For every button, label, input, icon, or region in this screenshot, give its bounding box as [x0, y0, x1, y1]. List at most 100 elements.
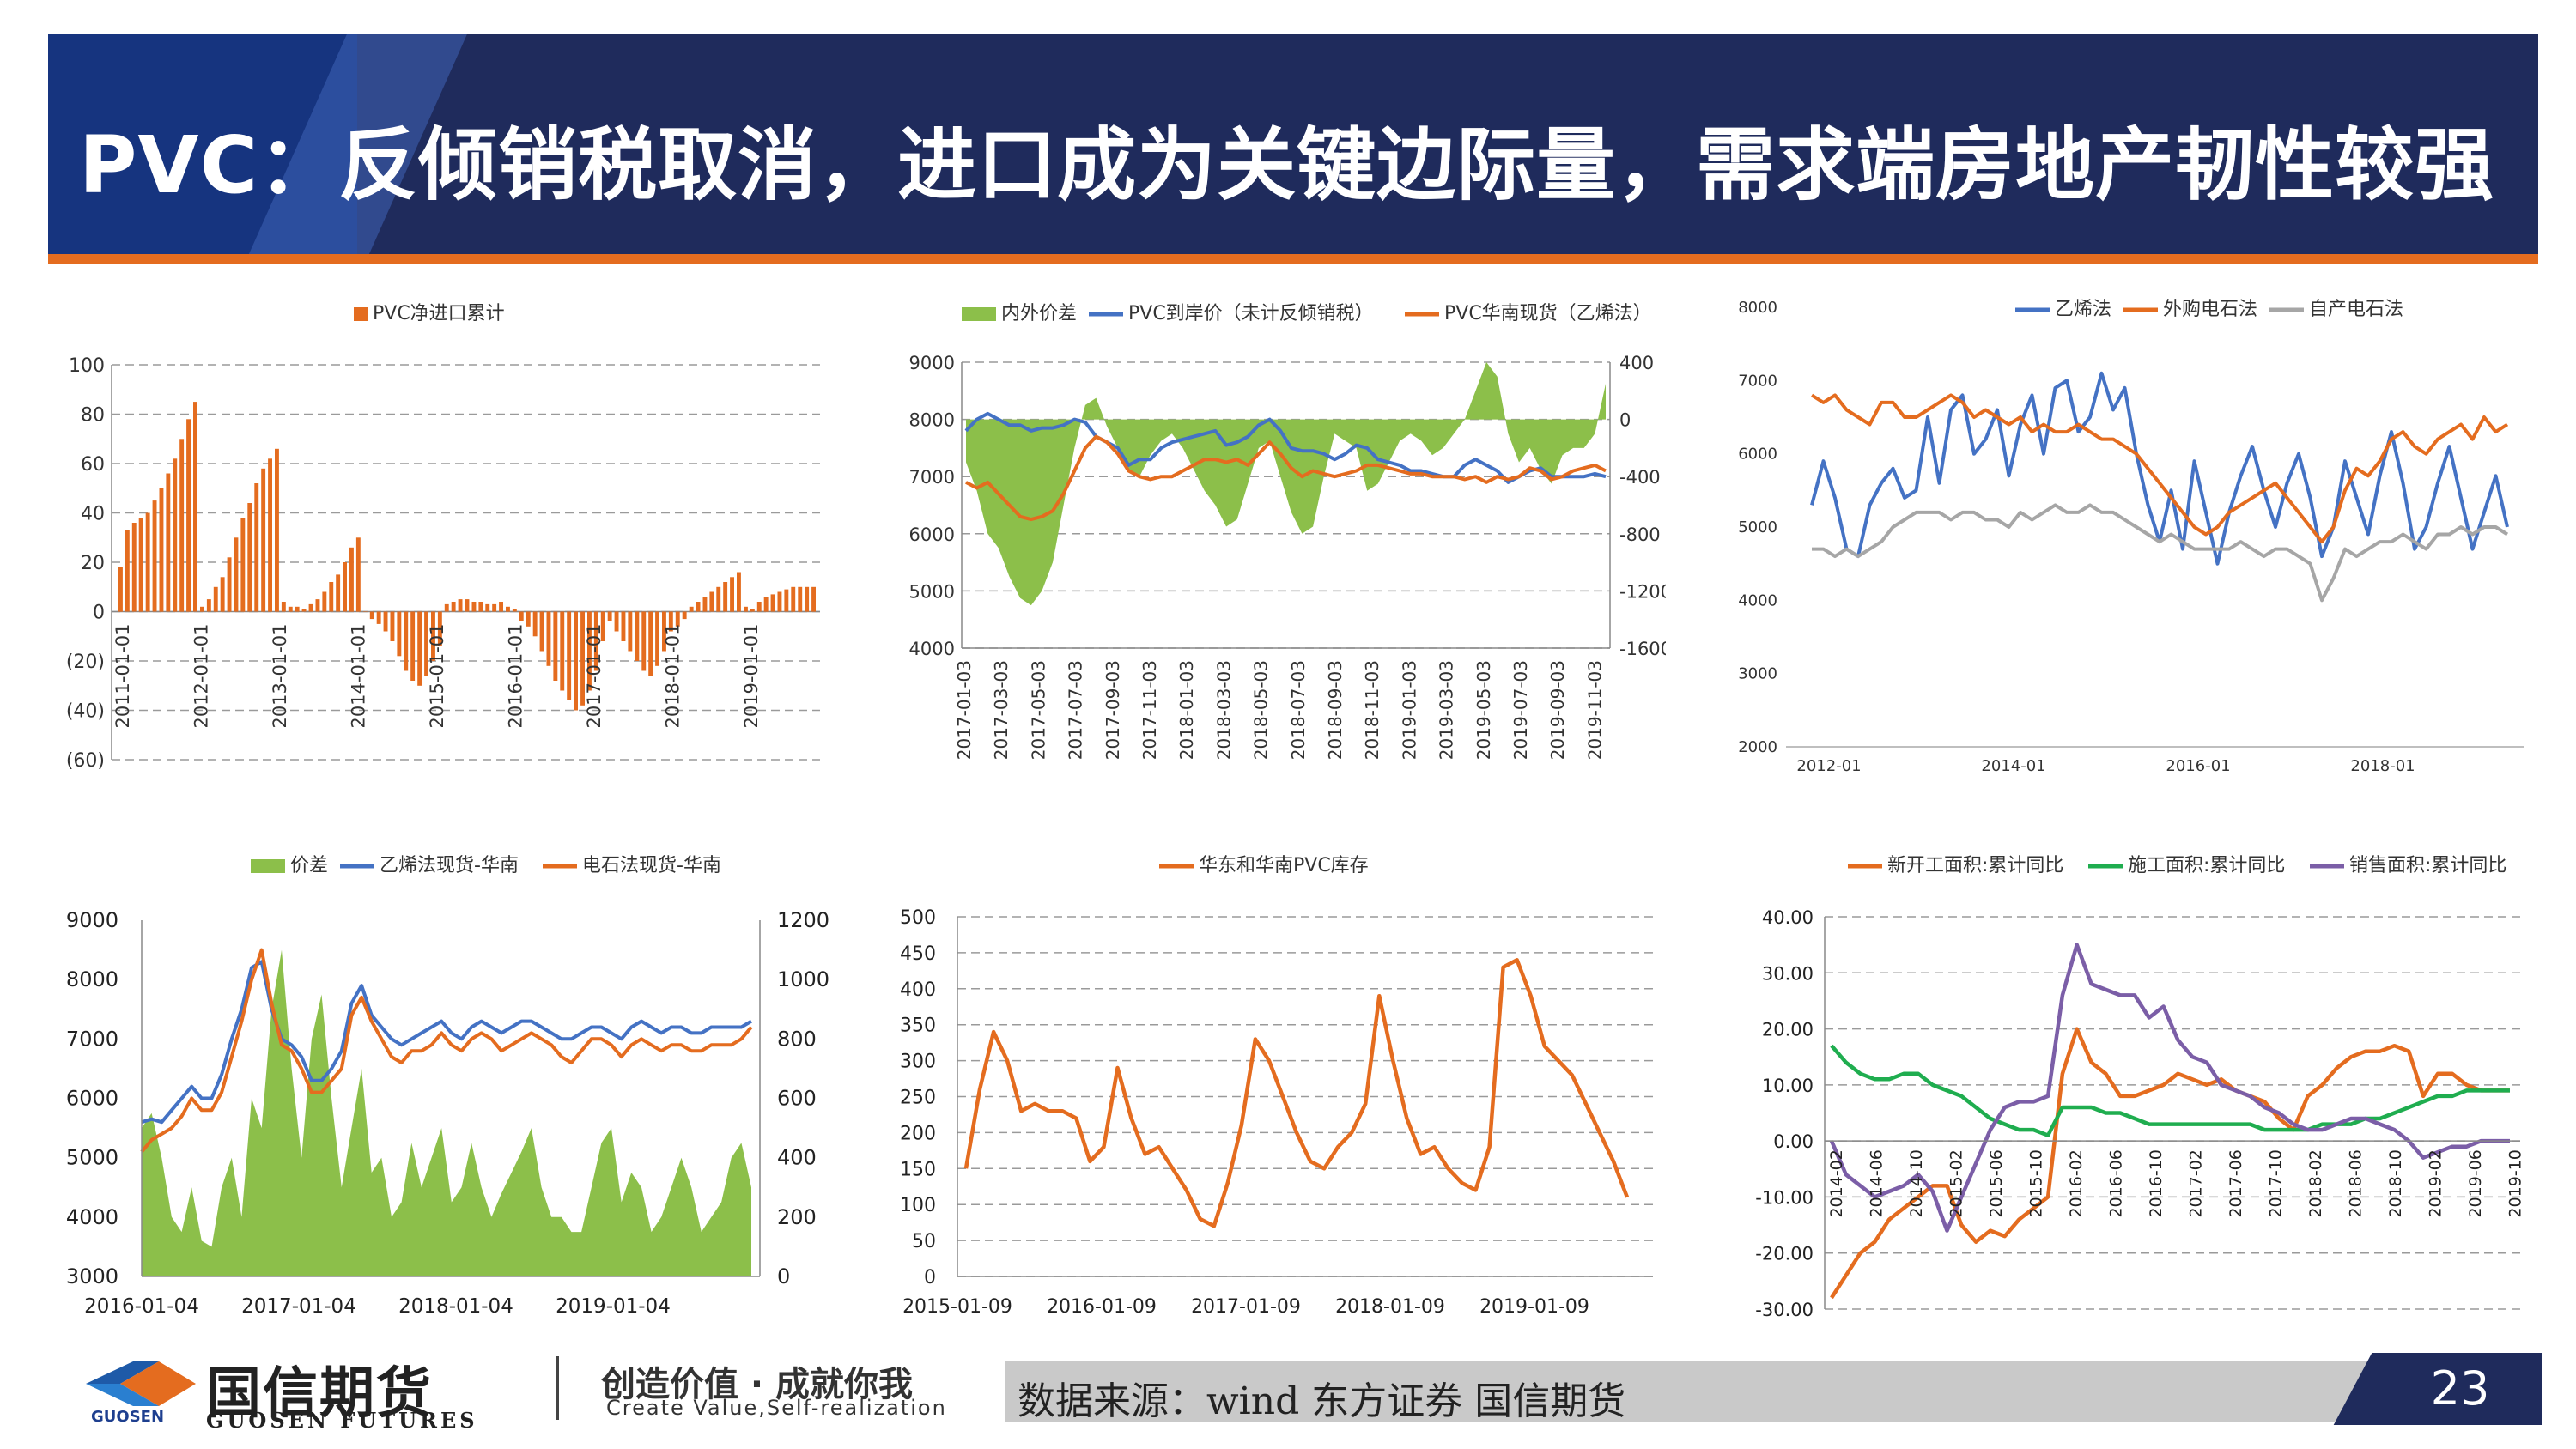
bar [716, 586, 721, 612]
chart-inventory: 华东和华南PVC库存 500 450 400 350 300 250 200 150 100 50 0… [876, 833, 1666, 1331]
bar [574, 611, 578, 711]
x-tick-label: 2012-01-01 [191, 624, 212, 729]
y-tick-label: 3000 [1738, 665, 1777, 683]
x-tick-label: 2016-06 [2107, 1149, 2126, 1217]
x-tick-label: 2018-09-03 [1325, 660, 1346, 760]
bar [635, 611, 640, 661]
y-right-tick: 400 [777, 1146, 817, 1170]
bar [295, 606, 300, 612]
x-tick-label: 2015-06 [1987, 1149, 2006, 1217]
legend-label: 新开工面积:累计同比 [1887, 855, 2063, 876]
bar [580, 611, 585, 706]
y-tick-label: 2000 [1738, 738, 1777, 756]
bar [506, 606, 510, 612]
bar [424, 611, 428, 676]
y-right-tick: 800 [777, 1027, 817, 1051]
x-tick-label: 2018-01-03 [1176, 660, 1197, 760]
chart-net-import-svg: PVC净进口累计 100 80 60 40 20 0 (20) (40) (60) 2011-01-… [66, 303, 820, 772]
x-tick-label: 2019-01-04 [556, 1295, 671, 1318]
y-tick-label: 50 [912, 1231, 936, 1252]
chart-spot-spread-svg: 价差 乙烯法现货-华南 电石法现货-华南9000800070006000500040… [66, 855, 829, 1318]
legend-label: 自产电石法 [2309, 299, 2403, 320]
bar [369, 611, 374, 620]
bar [349, 547, 354, 612]
legend-label: 价差 [290, 855, 328, 876]
bar [200, 606, 204, 612]
bar [362, 611, 368, 612]
legend-label: 外购电石法 [2163, 299, 2257, 320]
x-tick-label: 2019-06 [2466, 1149, 2485, 1217]
y-right-tick: 600 [777, 1087, 817, 1111]
bar [355, 537, 361, 612]
bar [478, 602, 483, 612]
y-left-tick: 6000 [909, 524, 955, 545]
carbide-spot-line [140, 948, 753, 1154]
bar [336, 574, 341, 612]
bar [648, 611, 653, 676]
bar [696, 602, 701, 612]
y-left-tick: 6000 [66, 1087, 118, 1111]
bar [682, 611, 687, 620]
bar [343, 562, 347, 612]
logo-english: GUOSEN FUTURES [206, 1408, 478, 1433]
bar [499, 602, 503, 612]
bar [621, 611, 626, 641]
y-tick-label: -30.00 [1755, 1300, 1814, 1320]
legend-label: 施工面积:累计同比 [2128, 855, 2285, 876]
bar [485, 603, 490, 612]
x-tick-label: 2018-03-03 [1213, 660, 1234, 760]
bar [546, 611, 551, 666]
y-right-tick: 1200 [777, 908, 829, 932]
bar [791, 586, 796, 612]
bar [750, 609, 755, 612]
spread-area [966, 362, 1606, 606]
y-left-tick: 4000 [909, 639, 955, 659]
bar [471, 602, 477, 612]
bar [607, 611, 612, 621]
slogan: 创造价值 · 成就你我 [601, 1365, 914, 1404]
y-tick-label: (20) [66, 652, 105, 673]
x-tick-label: 2015-10 [2027, 1149, 2046, 1217]
bar [614, 611, 619, 632]
bar [641, 611, 647, 671]
bar [587, 611, 592, 691]
bar [240, 518, 246, 612]
x-tick-label: 2017-07-03 [1066, 660, 1086, 760]
bar [553, 611, 558, 681]
y-right-tick: 400 [1619, 353, 1654, 373]
cost-line-2 [1812, 503, 2509, 603]
y-tick-label: 250 [900, 1088, 936, 1109]
bar [784, 589, 789, 612]
x-tick-label: 2011-01-01 [112, 624, 133, 729]
y-right-tick: 0 [1619, 410, 1631, 431]
bar [118, 567, 123, 612]
bar [723, 582, 728, 612]
spot-price-line [965, 434, 1607, 522]
x-tick-label: 2018-01-04 [398, 1295, 513, 1318]
y-tick-label: 350 [900, 1016, 936, 1037]
x-tick-label: 2018-01-01 [663, 624, 683, 729]
y-left-tick: 7000 [66, 1027, 118, 1051]
x-tick-label: 2013-01-01 [270, 624, 290, 729]
x-tick-label: 2014-06 [1868, 1149, 1886, 1217]
bar [254, 483, 259, 612]
y-right-tick: -800 [1619, 524, 1661, 545]
bar [275, 448, 279, 612]
legend-label: 内外价差 [1001, 303, 1077, 324]
x-tick-label: 2014-01 [1981, 757, 2045, 775]
bar [431, 611, 435, 661]
bar [145, 512, 150, 612]
cost-line-1 [1810, 393, 2509, 544]
x-tick-label: 2012-01 [1796, 757, 1861, 775]
x-tick-label: 2016-02 [2067, 1149, 2086, 1217]
x-tick-label: 2018-11-03 [1362, 660, 1382, 760]
bar [397, 611, 402, 657]
x-tick-label: 2018-02 [2306, 1149, 2325, 1217]
legend-label: PVC华南现货（乙烯法） [1444, 303, 1652, 324]
x-tick-label: 2018-06 [2347, 1149, 2366, 1217]
y-right-tick: -1600 [1619, 639, 1666, 659]
bar [519, 611, 524, 621]
chart-spot-spread: 价差 乙烯法现货-华南 电石法现货-华南 9000 8000 7000 6000 5000 40… [52, 833, 841, 1331]
legend-label: PVC净进口累计 [373, 303, 505, 324]
x-tick-label: 2017-03-03 [991, 660, 1012, 760]
